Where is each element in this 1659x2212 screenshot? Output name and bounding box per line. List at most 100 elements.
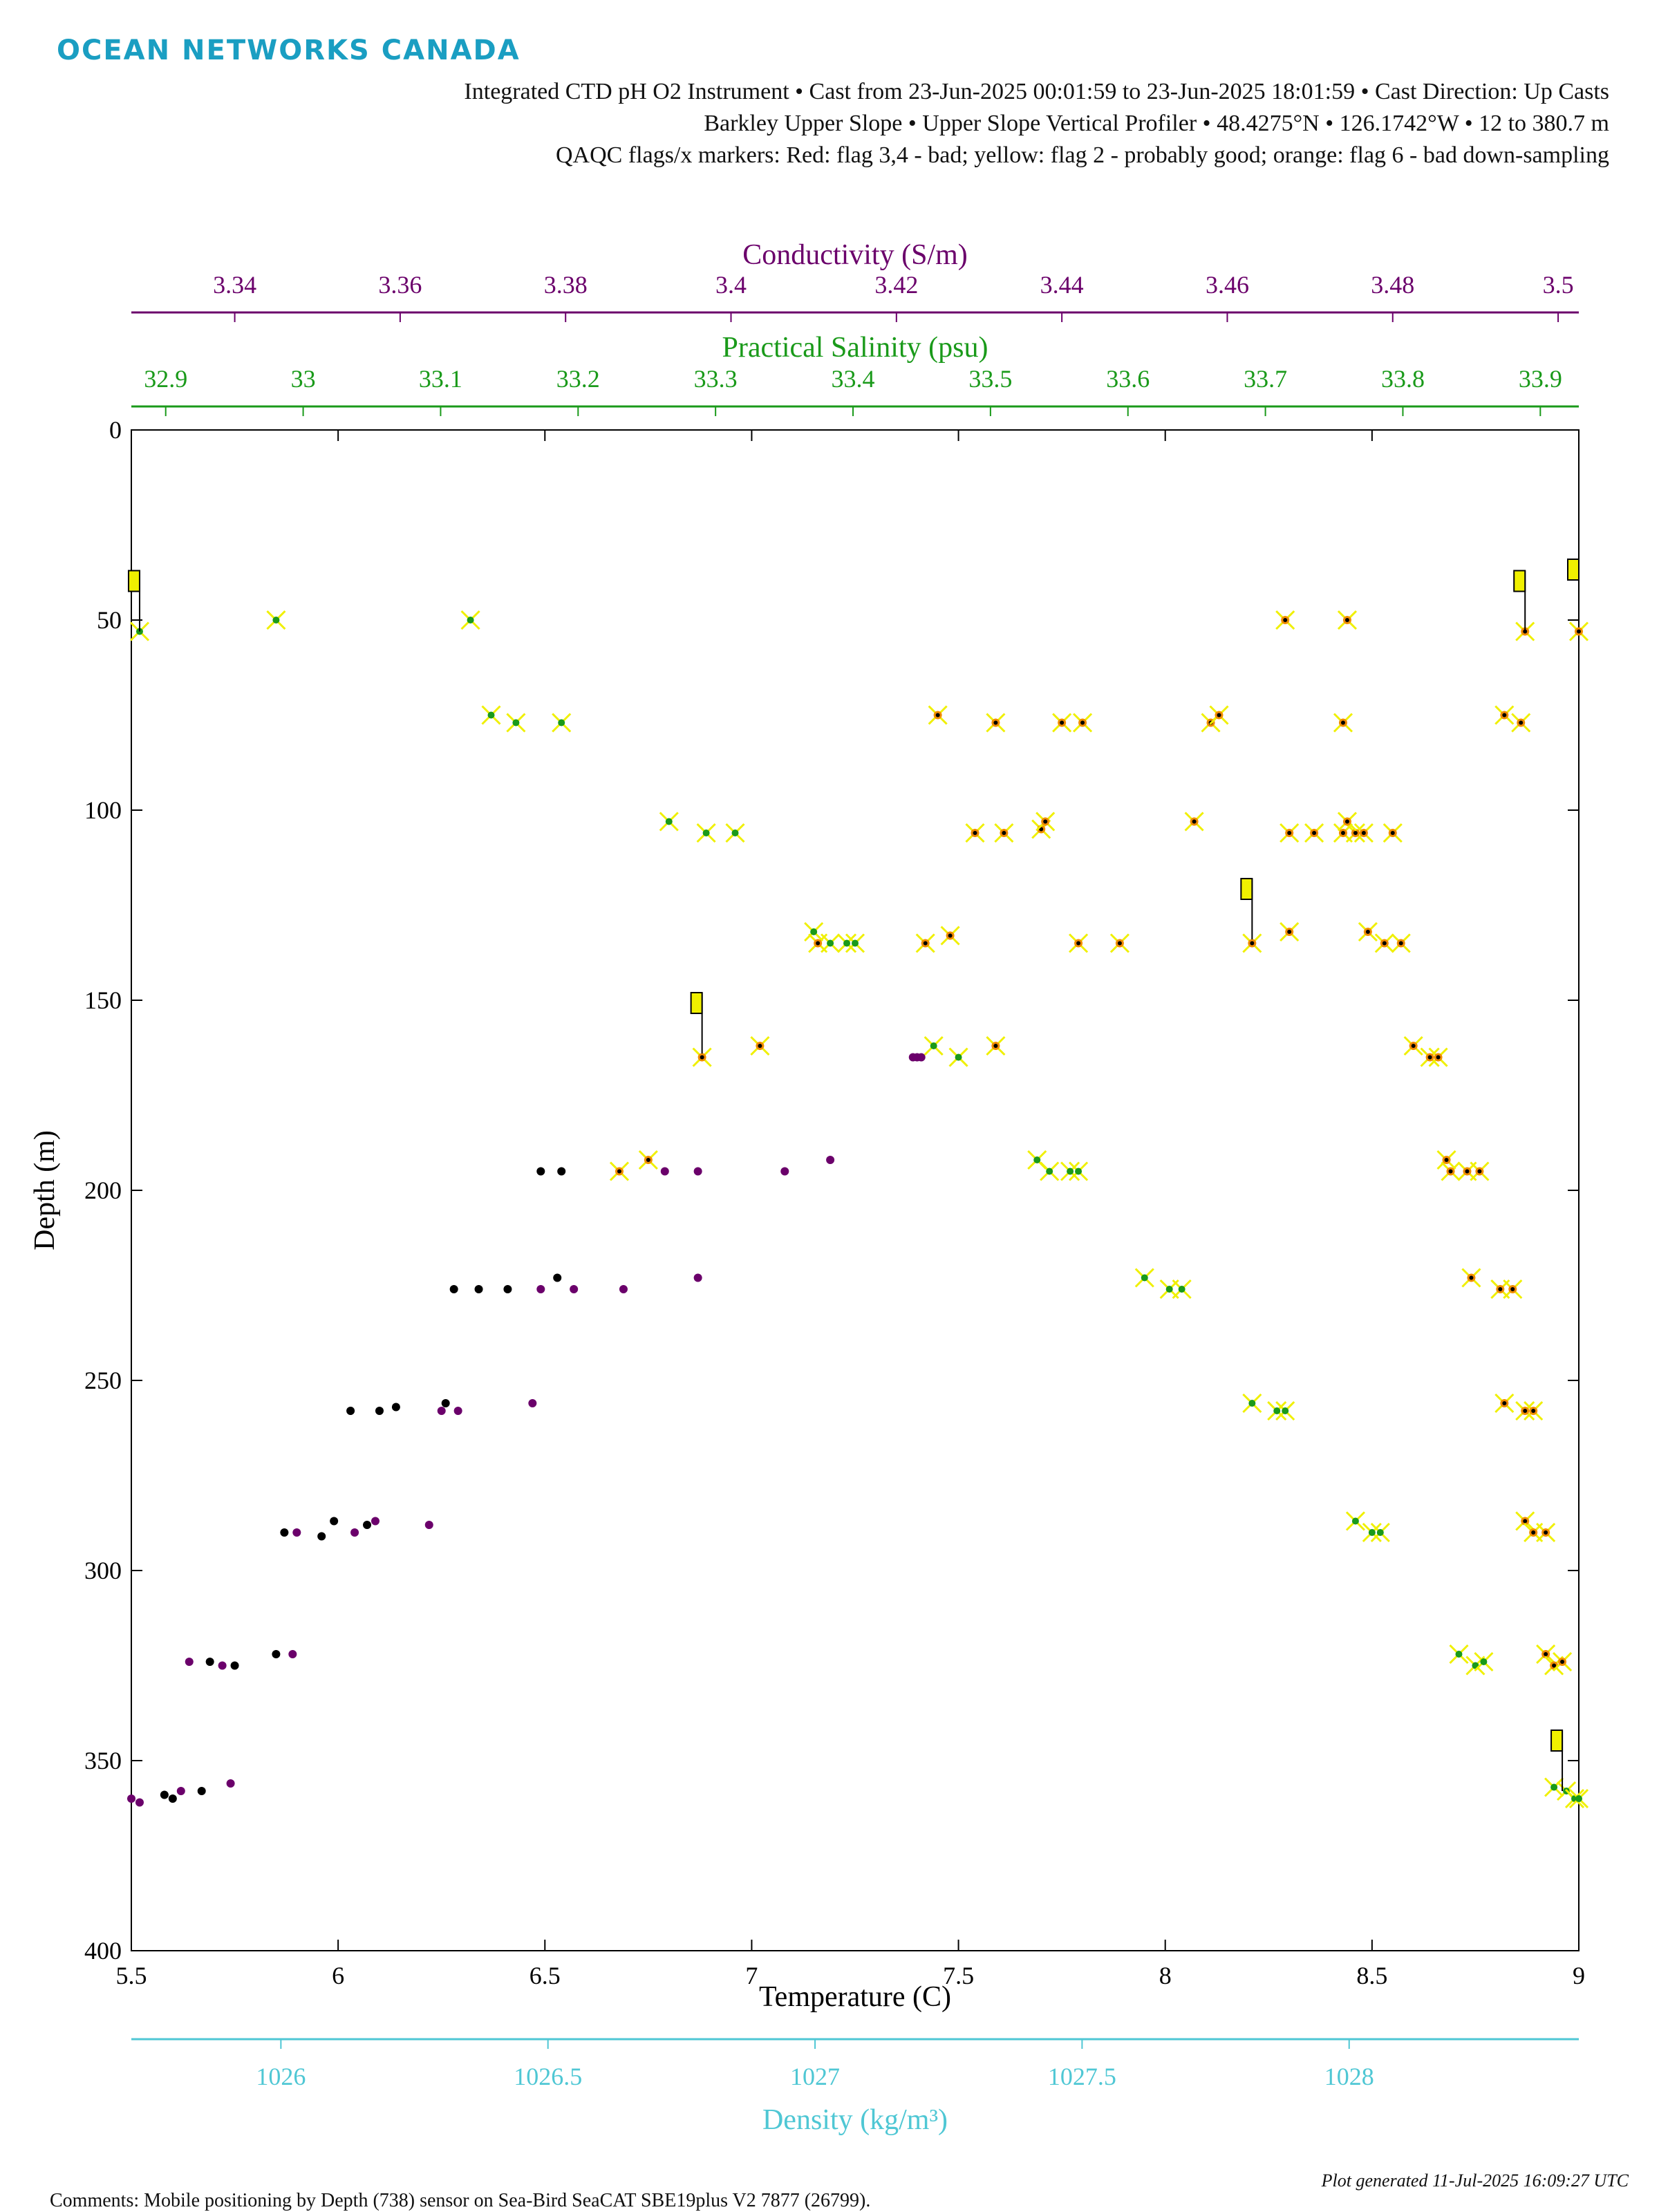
- density-dot: [1502, 1401, 1507, 1405]
- density-dot: [1060, 720, 1065, 725]
- density-point: [1568, 621, 1589, 641]
- density-point: [1280, 823, 1300, 843]
- density-dot: [1519, 720, 1524, 725]
- density-point: [1441, 1161, 1461, 1181]
- salinity-tick-label: 33.6: [1106, 365, 1150, 393]
- density-point: [1275, 610, 1295, 630]
- density-dot: [1340, 720, 1345, 725]
- salinity-point: [266, 610, 286, 630]
- qaqc-flag-marker: [1513, 570, 1526, 632]
- salinity-point: [506, 713, 526, 733]
- conductivity-point: [350, 1528, 359, 1537]
- density-axis-label: Density (kg/m³): [762, 2104, 948, 2136]
- conductivity-tick-label: 3.5: [1543, 271, 1574, 299]
- temperature-point: [330, 1517, 339, 1526]
- salinity-point: [1370, 1522, 1390, 1543]
- density-dot: [1544, 1652, 1548, 1656]
- density-dot: [935, 713, 940, 718]
- density-point: [1184, 812, 1204, 832]
- salinity-point: [1134, 1268, 1154, 1288]
- density-dot: [1192, 819, 1197, 824]
- flag-icon: [127, 570, 140, 592]
- conductivity-point: [917, 1053, 926, 1062]
- salinity-point: [1474, 1651, 1494, 1672]
- salinity-point: [1242, 1393, 1262, 1414]
- density-dot: [1560, 1660, 1565, 1664]
- salinity-point: [1267, 1400, 1287, 1421]
- density-dot: [1043, 819, 1048, 824]
- density-dot: [1287, 831, 1292, 835]
- density-point: [1304, 823, 1324, 843]
- density-point: [750, 1035, 770, 1056]
- density-point: [1391, 933, 1411, 953]
- conductivity-tick-label: 3.38: [544, 271, 588, 299]
- conductivity-point: [826, 1156, 835, 1164]
- salinity-tick-label: 33.5: [968, 365, 1012, 393]
- density-dot: [646, 1158, 650, 1162]
- temperature-point: [363, 1521, 372, 1529]
- density-dot: [1469, 1275, 1474, 1280]
- density-dot: [1283, 618, 1288, 622]
- salinity-point: [659, 812, 679, 832]
- salinity-point: [924, 1035, 944, 1056]
- density-dot: [1523, 1519, 1528, 1524]
- density-point: [1333, 713, 1353, 733]
- density-point: [1436, 1150, 1456, 1170]
- density-dot: [1502, 713, 1507, 718]
- density-dot: [1312, 831, 1317, 835]
- density-dot: [1076, 941, 1081, 946]
- density-dot: [1382, 941, 1387, 946]
- density-dot: [973, 831, 977, 835]
- salinity-point: [845, 933, 865, 953]
- salinity-dot: [1282, 1407, 1289, 1414]
- plot-frame: [131, 429, 1580, 1951]
- salinity-dot: [1575, 1795, 1582, 1802]
- qaqc-legend: QAQC flags/x markers: Red: flag 3,4 - ba…: [556, 142, 1609, 168]
- conductivity-point: [218, 1661, 227, 1670]
- temperature-tick-label: 9: [1573, 1962, 1585, 1989]
- salinity-dot: [1141, 1274, 1148, 1282]
- salinity-dot: [702, 830, 710, 836]
- density-dot: [1361, 831, 1366, 835]
- density-point: [1494, 705, 1515, 725]
- density-dot: [1344, 819, 1349, 824]
- conductivity-tick-label: 3.42: [874, 271, 918, 299]
- density-dot: [1398, 941, 1403, 946]
- density-point: [1280, 921, 1300, 942]
- density-dot: [948, 933, 953, 938]
- density-dot: [1250, 941, 1255, 946]
- temperature-point: [317, 1532, 326, 1541]
- density-dot: [1552, 1663, 1557, 1668]
- temperature-point: [168, 1794, 177, 1803]
- density-dot: [1577, 629, 1581, 634]
- density-point: [1503, 1279, 1523, 1300]
- density-point: [1536, 1644, 1556, 1665]
- salinity-dot: [1368, 1529, 1376, 1536]
- salinity-dot: [955, 1053, 962, 1061]
- density-point: [808, 933, 828, 953]
- depth-tick-label: 150: [84, 986, 122, 1014]
- density-point: [1242, 933, 1262, 953]
- temperature-tick-label: 8.5: [1356, 1962, 1387, 1989]
- salinity-dot: [1248, 1400, 1256, 1407]
- qaqc-flag-marker: [1240, 878, 1253, 939]
- conductivity-point: [780, 1167, 789, 1176]
- depth-tick-label: 50: [97, 606, 122, 634]
- density-dot: [617, 1169, 621, 1174]
- density-point: [1209, 705, 1229, 725]
- conductivity-point: [619, 1285, 628, 1293]
- salinity-point: [948, 1047, 968, 1067]
- ocean-networks-canada-logo: OCEAN NETWORKS CANADA: [57, 35, 521, 66]
- temperature-tick-label: 5.5: [116, 1962, 147, 1989]
- density-point: [1358, 921, 1378, 942]
- salinity-point: [1544, 1777, 1564, 1797]
- density-point: [1515, 1400, 1535, 1421]
- comments-note: Comments: Mobile positioning by Depth (7…: [50, 2190, 871, 2211]
- salinity-tick-label: 33.9: [1519, 365, 1562, 393]
- depth-tick-label: 0: [109, 416, 122, 444]
- conductivity-point: [292, 1528, 301, 1537]
- temperature-point: [391, 1403, 400, 1412]
- density-dot: [1436, 1055, 1441, 1060]
- conductivity-tick-label: 3.48: [1371, 271, 1414, 299]
- density-dot: [1353, 831, 1358, 835]
